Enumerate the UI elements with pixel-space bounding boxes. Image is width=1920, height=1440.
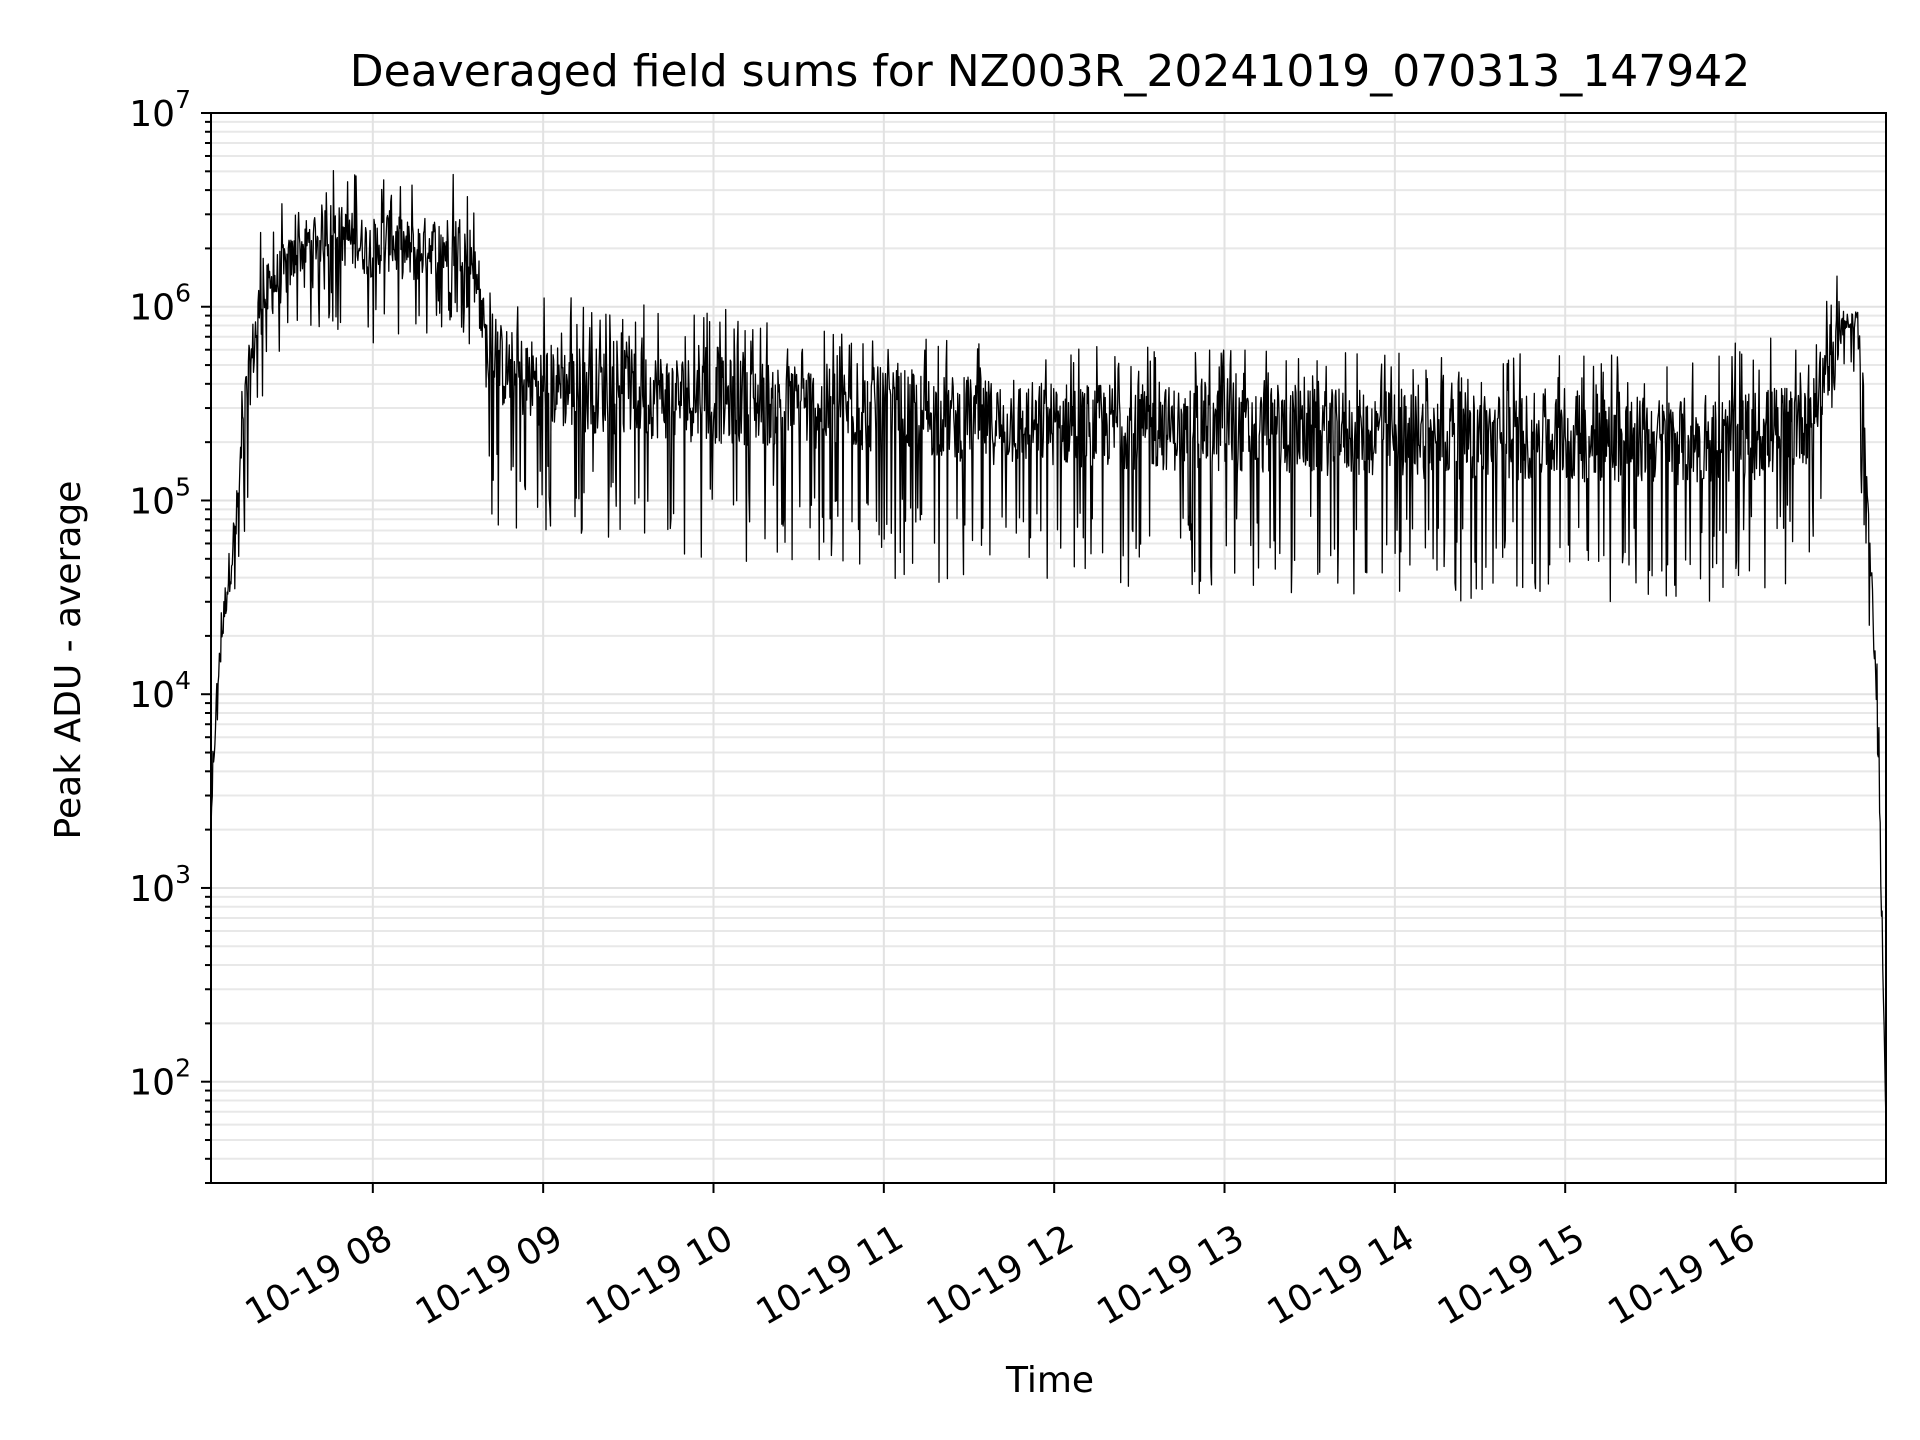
y-tick-label: 106 <box>129 279 191 329</box>
series-line <box>210 169 1887 1123</box>
x-tick-label: 10-19 13 <box>1090 1217 1251 1333</box>
x-tick-label: 10-19 15 <box>1431 1217 1592 1333</box>
x-tick-label: 10-19 09 <box>409 1217 570 1333</box>
series-group <box>210 169 1887 1123</box>
y-axis-label: Peak ADU - average <box>48 481 89 840</box>
y-tick-label: 104 <box>129 666 191 716</box>
y-tick-label: 105 <box>129 472 191 522</box>
y-tick-label: 107 <box>129 85 191 135</box>
y-tick-label: 103 <box>129 860 191 910</box>
x-tick-label: 10-19 08 <box>239 1217 400 1333</box>
x-tick-label: 10-19 10 <box>579 1217 740 1333</box>
x-tick-label: 10-19 12 <box>920 1217 1081 1333</box>
grid <box>211 112 1886 1184</box>
x-tick-label: 10-19 14 <box>1261 1217 1422 1333</box>
chart-title: Deaveraged field sums for NZ003R_2024101… <box>350 46 1750 97</box>
plot-frame <box>210 112 1887 1184</box>
x-axis-label: Time <box>1005 1360 1094 1401</box>
x-tick-label: 10-19 16 <box>1601 1217 1762 1333</box>
y-tick-label: 102 <box>129 1054 191 1104</box>
x-tick-label: 10-19 11 <box>750 1217 911 1333</box>
